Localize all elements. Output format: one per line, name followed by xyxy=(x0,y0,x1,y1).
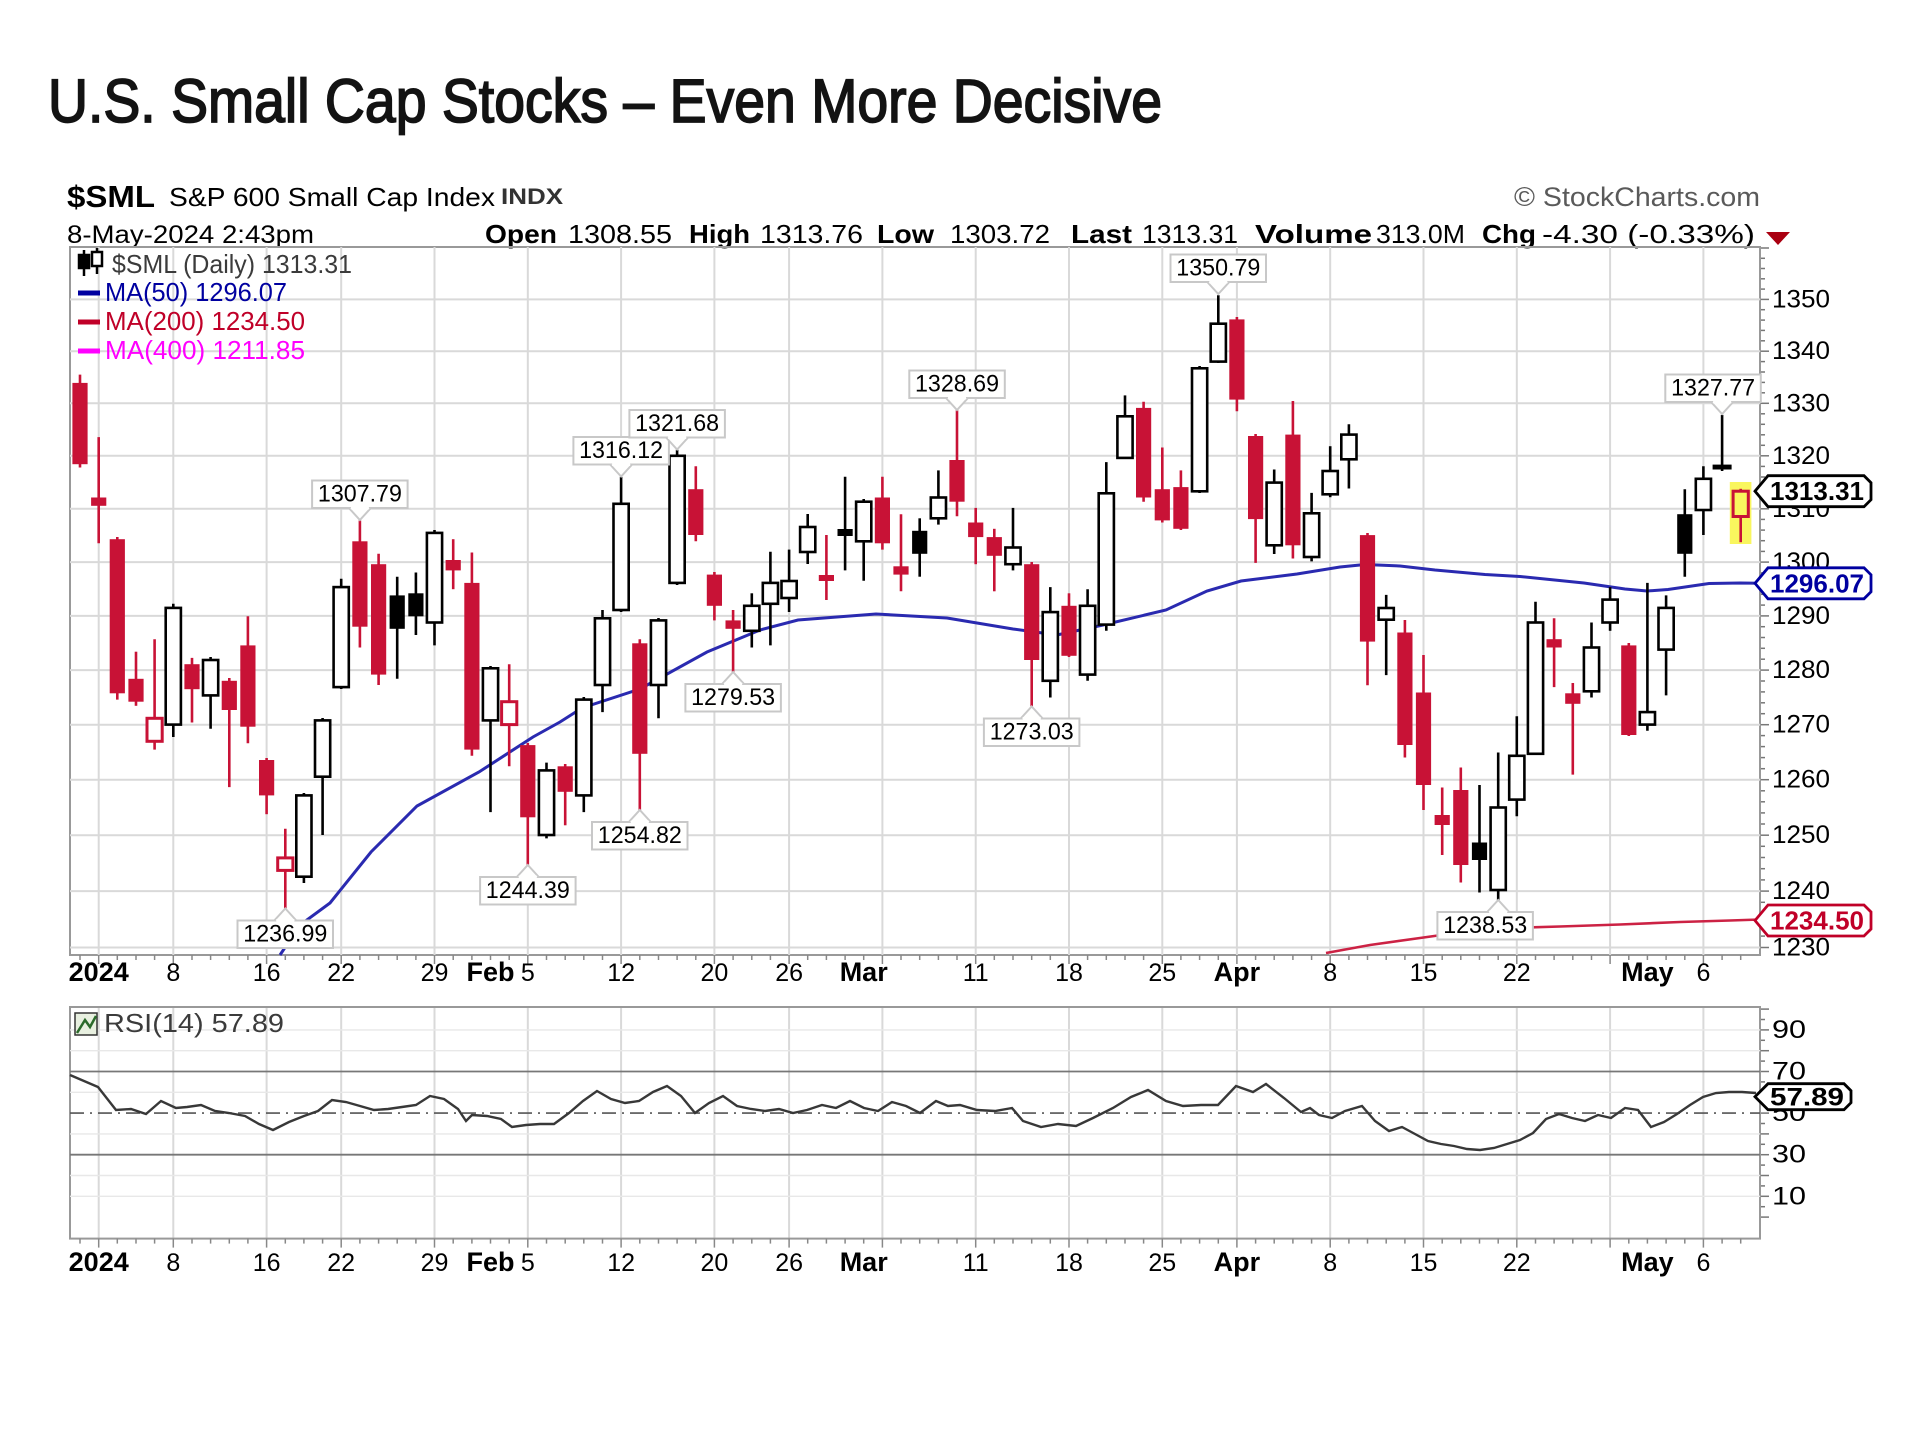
svg-text:11: 11 xyxy=(963,959,989,987)
svg-text:1328.69: 1328.69 xyxy=(915,371,999,398)
svg-text:1236.99: 1236.99 xyxy=(243,921,327,948)
svg-text:1280: 1280 xyxy=(1772,656,1830,684)
svg-text:Low: Low xyxy=(877,219,935,249)
svg-text:29: 29 xyxy=(421,959,449,987)
svg-text:20: 20 xyxy=(700,959,728,987)
svg-text:1313.76: 1313.76 xyxy=(760,219,863,249)
svg-text:1273.03: 1273.03 xyxy=(990,719,1074,746)
svg-text:57.89: 57.89 xyxy=(1770,1084,1844,1112)
svg-text:1350: 1350 xyxy=(1772,285,1830,313)
svg-text:1308.55: 1308.55 xyxy=(568,219,672,249)
svg-text:1254.82: 1254.82 xyxy=(598,822,682,849)
svg-text:Mar: Mar xyxy=(840,957,889,987)
svg-text:May: May xyxy=(1621,957,1674,987)
svg-text:High: High xyxy=(689,219,750,249)
svg-text:70: 70 xyxy=(1772,1058,1806,1086)
svg-text:Chg: Chg xyxy=(1482,219,1536,249)
svg-text:1303.72: 1303.72 xyxy=(950,219,1050,249)
svg-text:1279.53: 1279.53 xyxy=(691,684,775,711)
svg-text:16: 16 xyxy=(253,1249,281,1277)
svg-text:$SML (Daily) 1313.31: $SML (Daily) 1313.31 xyxy=(112,249,352,279)
svg-text:22: 22 xyxy=(327,1249,355,1277)
svg-text:22: 22 xyxy=(1503,1249,1531,1277)
svg-text:25: 25 xyxy=(1148,959,1176,987)
svg-text:25: 25 xyxy=(1148,1249,1176,1277)
svg-text:1350.79: 1350.79 xyxy=(1176,255,1260,282)
svg-text:6: 6 xyxy=(1696,1249,1710,1277)
svg-text:1321.68: 1321.68 xyxy=(635,410,719,437)
svg-text:22: 22 xyxy=(1503,959,1531,987)
svg-text:26: 26 xyxy=(775,959,803,987)
svg-text:8: 8 xyxy=(1323,1249,1337,1277)
svg-text:1244.39: 1244.39 xyxy=(486,877,570,904)
svg-text:8-May-2024 2:43pm: 8-May-2024 2:43pm xyxy=(67,221,314,249)
svg-text:18: 18 xyxy=(1055,1249,1083,1277)
svg-text:1260: 1260 xyxy=(1772,766,1830,794)
svg-text:6: 6 xyxy=(1696,959,1710,987)
svg-text:1238.53: 1238.53 xyxy=(1443,912,1527,939)
svg-text:5: 5 xyxy=(521,959,535,987)
svg-text:15: 15 xyxy=(1410,1249,1438,1277)
svg-text:MA(400) 1211.85: MA(400) 1211.85 xyxy=(105,335,305,365)
svg-text:Feb: Feb xyxy=(466,957,514,987)
svg-text:Apr: Apr xyxy=(1214,1247,1261,1277)
svg-text:12: 12 xyxy=(607,959,635,987)
svg-text:5: 5 xyxy=(521,1249,535,1277)
svg-text:May: May xyxy=(1621,1247,1674,1277)
svg-text:90: 90 xyxy=(1772,1016,1806,1044)
svg-text:1330: 1330 xyxy=(1772,389,1830,417)
svg-text:2024: 2024 xyxy=(69,957,129,987)
svg-text:22: 22 xyxy=(327,959,355,987)
svg-text:20: 20 xyxy=(700,1249,728,1277)
svg-text:1234.50: 1234.50 xyxy=(1770,906,1864,936)
svg-text:1307.79: 1307.79 xyxy=(318,481,402,508)
svg-text:30: 30 xyxy=(1772,1141,1806,1169)
svg-text:MA(50) 1296.07: MA(50) 1296.07 xyxy=(105,277,287,307)
svg-text:Mar: Mar xyxy=(840,1247,889,1277)
svg-text:Feb: Feb xyxy=(466,1247,514,1277)
svg-text:313.0M: 313.0M xyxy=(1376,219,1465,249)
svg-text:Volume: Volume xyxy=(1255,219,1372,249)
svg-text:Last: Last xyxy=(1071,219,1132,249)
svg-text:1327.77: 1327.77 xyxy=(1671,375,1755,402)
svg-text:U.S. Small Cap Stocks – Even M: U.S. Small Cap Stocks – Even More Decisi… xyxy=(48,67,1162,135)
svg-text:1290: 1290 xyxy=(1772,602,1830,630)
svg-text:1296.07: 1296.07 xyxy=(1770,568,1864,598)
svg-text:Apr: Apr xyxy=(1214,957,1261,987)
svg-text:1313.31: 1313.31 xyxy=(1142,219,1238,249)
svg-text:8: 8 xyxy=(1323,959,1337,987)
svg-text:11: 11 xyxy=(963,1249,989,1277)
svg-text:S&P 600 Small Cap Index: S&P 600 Small Cap Index xyxy=(169,182,495,212)
svg-text:18: 18 xyxy=(1055,959,1083,987)
svg-text:1240: 1240 xyxy=(1772,877,1830,905)
svg-text:$SML: $SML xyxy=(67,179,155,214)
svg-text:10: 10 xyxy=(1772,1182,1806,1210)
svg-text:1270: 1270 xyxy=(1772,711,1830,739)
svg-text:12: 12 xyxy=(607,1249,635,1277)
svg-text:Open: Open xyxy=(485,219,557,249)
svg-text:16: 16 xyxy=(253,959,281,987)
svg-text:INDX: INDX xyxy=(501,184,563,209)
svg-text:29: 29 xyxy=(421,1249,449,1277)
svg-text:15: 15 xyxy=(1410,959,1438,987)
svg-text:RSI(14) 57.89: RSI(14) 57.89 xyxy=(104,1008,284,1038)
svg-text:8: 8 xyxy=(166,1249,180,1277)
svg-text:-4.30 (-0.33%): -4.30 (-0.33%) xyxy=(1542,219,1755,249)
svg-text:1230: 1230 xyxy=(1772,934,1830,962)
svg-text:1313.31: 1313.31 xyxy=(1770,476,1864,506)
svg-text:26: 26 xyxy=(775,1249,803,1277)
svg-text:1250: 1250 xyxy=(1772,821,1830,849)
svg-text:MA(200) 1234.50: MA(200) 1234.50 xyxy=(105,306,305,336)
svg-text:8: 8 xyxy=(166,959,180,987)
svg-text:1320: 1320 xyxy=(1772,442,1830,470)
svg-text:1340: 1340 xyxy=(1772,337,1830,365)
svg-text:1316.12: 1316.12 xyxy=(579,437,663,464)
svg-text:2024: 2024 xyxy=(69,1247,129,1277)
svg-text:© StockCharts.com: © StockCharts.com xyxy=(1514,182,1760,212)
